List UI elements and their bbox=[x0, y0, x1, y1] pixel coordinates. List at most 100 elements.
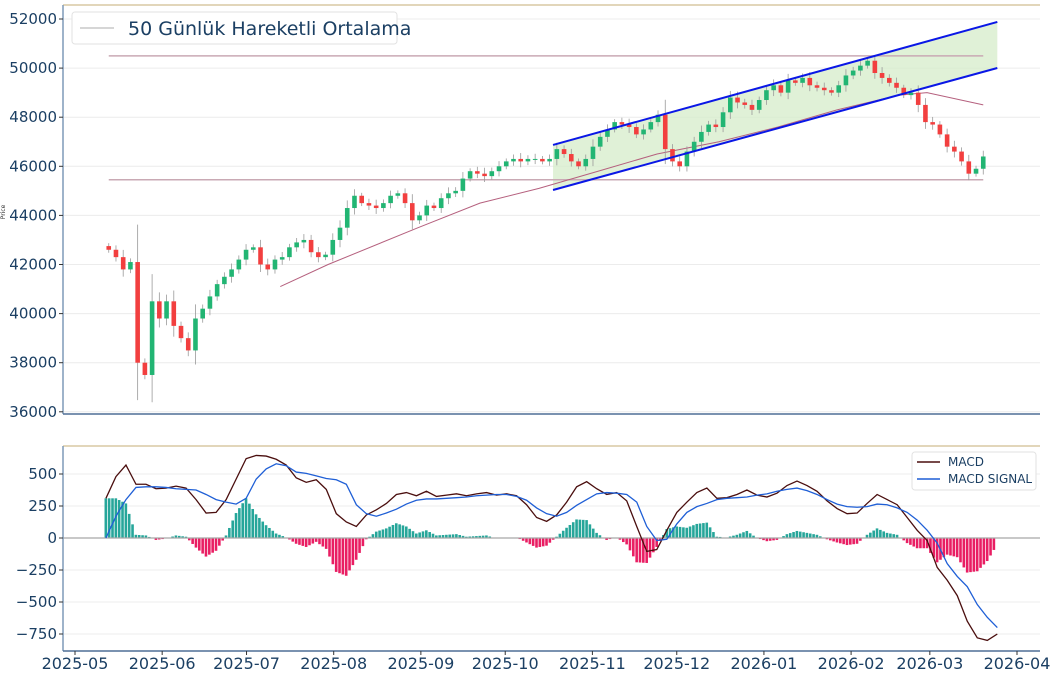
histogram-bar-negative bbox=[348, 538, 351, 571]
histogram-bar-positive bbox=[581, 519, 585, 538]
histogram-bar-negative bbox=[525, 538, 528, 543]
histogram-bar-positive bbox=[748, 533, 752, 538]
histogram-bar-negative bbox=[531, 538, 535, 546]
candle-up bbox=[229, 269, 234, 277]
histogram-bar-negative bbox=[849, 538, 852, 545]
candle-up bbox=[503, 161, 509, 167]
candle-down bbox=[265, 264, 271, 270]
histogram-bar-negative bbox=[154, 538, 158, 540]
histogram-bar-positive bbox=[565, 527, 568, 538]
x-tick-label: 2025-10 bbox=[472, 654, 539, 673]
histogram-bar-positive bbox=[591, 528, 595, 538]
histogram-bar-positive bbox=[692, 525, 695, 538]
y-tick-label: 42000 bbox=[9, 256, 57, 274]
histogram-bar-positive bbox=[478, 535, 482, 538]
candle-down bbox=[157, 301, 162, 319]
candle-down bbox=[431, 205, 437, 209]
histogram-bar-positive bbox=[865, 534, 869, 538]
candle-up bbox=[771, 85, 776, 91]
candle-down bbox=[258, 247, 263, 265]
histogram-bar-positive bbox=[481, 535, 485, 538]
histogram-bar-negative bbox=[842, 538, 845, 545]
y-tick-label: 36000 bbox=[9, 403, 57, 421]
histogram-bar-positive bbox=[705, 522, 709, 538]
candle-up bbox=[323, 254, 328, 258]
histogram-bar-negative bbox=[605, 538, 608, 540]
candle-up bbox=[525, 158, 531, 162]
histogram-bar-positive bbox=[408, 528, 411, 538]
histogram-bar-positive bbox=[174, 535, 178, 538]
histogram-bar-positive bbox=[588, 524, 592, 538]
histogram-bar-negative bbox=[338, 538, 341, 574]
x-tick-label: 2026-04 bbox=[984, 654, 1050, 673]
histogram-bar-negative bbox=[294, 538, 298, 544]
histogram-bar-positive bbox=[685, 527, 689, 538]
y-tick-label: 500 bbox=[28, 465, 57, 483]
histogram-bar-negative bbox=[214, 538, 218, 551]
histogram-bar-positive bbox=[879, 529, 882, 538]
histogram-bar-negative bbox=[909, 538, 912, 545]
histogram-bar-positive bbox=[378, 530, 381, 538]
histogram-bar-positive bbox=[371, 534, 375, 538]
histogram-bar-negative bbox=[364, 538, 368, 540]
histogram-bar-positive bbox=[798, 531, 802, 538]
macd-y-ticks: −750 −500 −250 0 250 500 bbox=[16, 465, 63, 643]
candle-down bbox=[879, 73, 885, 78]
histogram-bar-negative bbox=[949, 538, 952, 556]
candle-down bbox=[316, 252, 321, 258]
candle-down bbox=[966, 161, 972, 174]
y-tick-label: 48000 bbox=[9, 108, 57, 126]
histogram-bar-negative bbox=[625, 538, 628, 545]
candle-up bbox=[612, 122, 617, 130]
histogram-bar-positive bbox=[384, 528, 388, 538]
candle-up bbox=[344, 208, 350, 228]
price-grid bbox=[63, 18, 1040, 413]
histogram-bar-positive bbox=[468, 536, 472, 538]
candle-down bbox=[120, 257, 126, 270]
histogram-bar-positive bbox=[745, 530, 749, 538]
histogram-bar-negative bbox=[358, 538, 361, 553]
candle-down bbox=[185, 338, 191, 351]
histogram-bar-positive bbox=[238, 508, 241, 538]
histogram-bar-negative bbox=[628, 538, 632, 551]
histogram-bar-negative bbox=[835, 538, 839, 543]
candle-up bbox=[301, 239, 307, 243]
histogram-bar-positive bbox=[598, 535, 602, 538]
x-tick-label: 2025-09 bbox=[387, 654, 454, 673]
histogram-bar-negative bbox=[919, 538, 922, 549]
x-tick-label: 2025-12 bbox=[643, 654, 710, 673]
histogram-bar-positive bbox=[675, 526, 679, 538]
histogram-bar-negative bbox=[772, 538, 775, 541]
histogram-bar-negative bbox=[298, 538, 301, 545]
histogram-bar-negative bbox=[311, 538, 315, 544]
candle-down bbox=[518, 158, 524, 162]
candle-down bbox=[915, 92, 921, 105]
candle-up bbox=[554, 149, 560, 159]
histogram-bar-positive bbox=[144, 535, 148, 538]
candles bbox=[106, 54, 986, 403]
histogram-bar-positive bbox=[698, 523, 702, 538]
candle-up bbox=[843, 75, 849, 86]
histogram-bar-negative bbox=[191, 538, 194, 544]
histogram-bar-positive bbox=[431, 533, 435, 538]
candle-up bbox=[489, 171, 495, 177]
candle-up bbox=[605, 129, 610, 137]
histogram-bar-positive bbox=[752, 535, 755, 538]
histogram-bar-negative bbox=[989, 538, 992, 556]
histogram-bar-positive bbox=[448, 534, 451, 538]
histogram-bar-positive bbox=[184, 536, 188, 538]
histogram-bar-positive bbox=[792, 532, 795, 538]
histogram-bar-negative bbox=[211, 538, 214, 553]
histogram-bar-positive bbox=[808, 533, 812, 538]
candle-up bbox=[727, 97, 733, 113]
histogram-bar-negative bbox=[859, 538, 862, 541]
histogram-bar-positive bbox=[258, 517, 261, 538]
candle-down bbox=[113, 249, 119, 258]
histogram-bar-positive bbox=[398, 524, 401, 538]
histogram-bar-positive bbox=[665, 529, 669, 538]
histogram-bar-positive bbox=[672, 527, 675, 538]
histogram-bar-positive bbox=[782, 536, 785, 538]
candle-down bbox=[959, 151, 964, 162]
x-tick-label: 2026-01 bbox=[730, 654, 797, 673]
